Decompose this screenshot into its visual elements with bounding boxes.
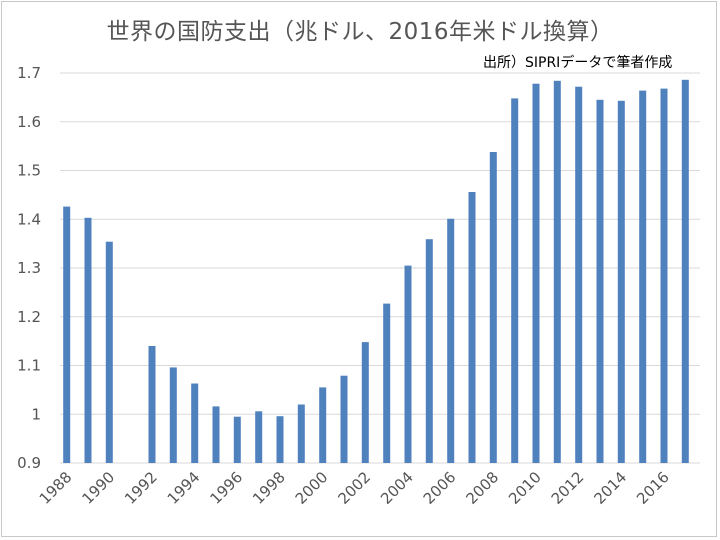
bar-1997	[255, 411, 263, 463]
bar-2014	[617, 100, 625, 464]
x-tick-label: 2002	[334, 468, 374, 508]
gridlines	[60, 72, 700, 464]
x-tick-label: 1990	[78, 468, 118, 508]
x-tick-label: 2010	[505, 468, 545, 508]
bar-1988	[63, 206, 71, 463]
bar-2008	[489, 152, 497, 463]
bar-2010	[532, 83, 540, 463]
bar-2001	[340, 375, 348, 463]
x-axis-ticks: 1988 1990 1992 1994 1996 1998 2000 2002 2004 2006…	[36, 468, 673, 508]
bar-2011	[553, 80, 561, 464]
bar-1995	[212, 406, 220, 463]
bar-1993	[169, 367, 177, 463]
bar-1999	[297, 404, 305, 463]
x-tick-label: 1996	[206, 468, 246, 508]
x-tick-label: 1998	[249, 468, 289, 508]
bar-1996	[233, 416, 241, 463]
x-tick-label: 1994	[164, 468, 204, 508]
x-tick-label: 2008	[462, 468, 502, 508]
source-annotation: 出所）SIPRIデータで筆者作成	[483, 55, 673, 71]
x-tick-label: 1988	[36, 468, 76, 508]
bar-2016	[660, 88, 668, 463]
y-tick-label: 1.5	[17, 162, 41, 180]
x-tick-label: 2016	[633, 468, 673, 508]
y-tick-label: 1.2	[17, 308, 41, 326]
y-axis-ticks: 0.9 1 1.1 1.2 1.3 1.4 1.5 1.6 1.7	[17, 64, 41, 472]
y-tick-label: 1.7	[17, 64, 41, 82]
bar-1990	[105, 241, 113, 463]
x-tick-label: 2004	[377, 468, 417, 508]
x-tick-label: 1992	[121, 468, 161, 508]
x-tick-label: 2012	[548, 468, 588, 508]
x-tick-label: 2006	[420, 468, 460, 508]
bar-2002	[361, 342, 369, 463]
bar-1989	[84, 217, 92, 463]
y-tick-label: 1.4	[17, 210, 41, 228]
y-tick-label: 1.6	[17, 113, 41, 131]
x-tick-label: 2014	[590, 468, 630, 508]
bar-2007	[468, 192, 476, 463]
bar-2006	[447, 218, 455, 463]
bar-1994	[191, 383, 199, 463]
bars	[63, 79, 689, 464]
bar-2000	[319, 387, 327, 463]
bar-2017	[681, 79, 689, 464]
bar-2013	[596, 99, 604, 464]
bar-1998	[276, 416, 284, 463]
bar-2015	[639, 90, 647, 463]
y-tick-label: 1	[31, 405, 41, 423]
bar-2009	[511, 98, 519, 464]
y-tick-label: 1.3	[17, 259, 41, 277]
y-tick-label: 1.1	[17, 357, 41, 375]
bar-2005	[425, 239, 433, 463]
chart-title: 世界の国防支出（兆ドル、2016年米ドル換算）	[106, 19, 614, 45]
bar-2012	[575, 86, 583, 463]
bar-2003	[383, 303, 391, 463]
bar-1992	[148, 346, 156, 463]
x-tick-label: 2000	[292, 468, 332, 508]
bar-2004	[404, 265, 412, 463]
y-tick-label: 0.9	[17, 454, 41, 472]
